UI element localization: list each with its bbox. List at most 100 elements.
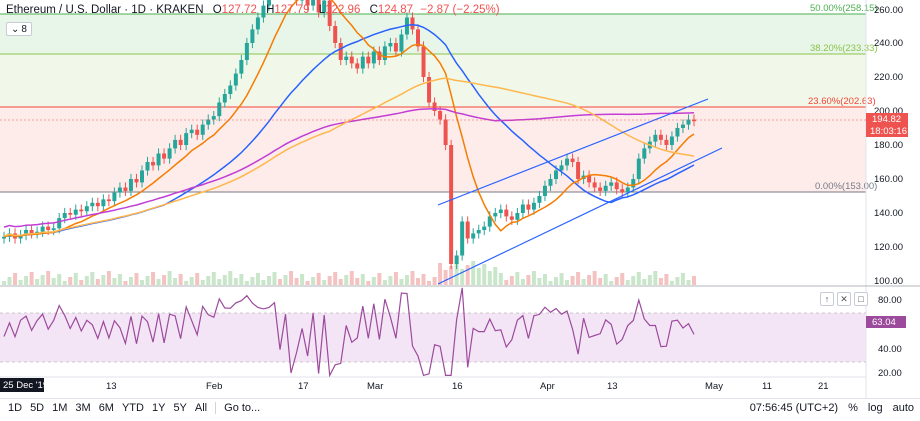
volume-bar — [526, 275, 531, 285]
auto-toggle[interactable]: auto — [892, 401, 914, 414]
timeframe-3m[interactable]: 3M — [75, 401, 91, 414]
timeframe-5d[interactable]: 5D — [30, 401, 45, 414]
last-price-tag — [866, 113, 908, 125]
volume-bar — [211, 272, 216, 285]
volume-bar — [636, 272, 641, 285]
volume-bar — [377, 273, 382, 285]
arrow-up-icon[interactable]: ↑ — [820, 292, 834, 306]
timeframe-5y[interactable]: 5Y — [173, 401, 187, 414]
sma-tan-line — [3, 77, 695, 237]
channel-upper-line[interactable] — [437, 98, 709, 206]
interval[interactable]: 1D — [131, 4, 146, 16]
volume-bar — [101, 275, 106, 285]
timeframe-1m[interactable]: 1M — [52, 401, 68, 414]
candle-body — [438, 111, 443, 120]
timeframe-1y[interactable]: 1Y — [151, 401, 166, 414]
candle-body — [410, 17, 415, 30]
candle-body — [664, 139, 669, 145]
volume-bar — [421, 274, 426, 285]
volume-bar — [393, 272, 398, 285]
candle-body — [117, 187, 122, 193]
volume-bar — [117, 274, 122, 285]
price-axis-label: 260.00 — [874, 5, 903, 16]
goto-button[interactable]: Go to... — [224, 401, 261, 414]
rsi-axis-label: 80.00 — [878, 295, 902, 306]
volume-bar — [471, 261, 476, 285]
high-label: H — [266, 4, 275, 16]
candle-body — [537, 196, 542, 203]
rsi-value-tag — [866, 316, 906, 328]
clock[interactable]: 07:56:45 (UTC+2) — [749, 401, 839, 414]
volume-bar — [333, 272, 338, 285]
volume-bar — [338, 279, 343, 285]
volume-bar — [173, 278, 178, 285]
volume-bar — [576, 272, 581, 285]
volume-bar — [18, 280, 23, 285]
time-axis-label: Apr — [540, 381, 555, 392]
candle-body — [587, 175, 592, 183]
volume-bar — [438, 263, 443, 285]
volume-bar — [184, 281, 189, 285]
volume-bar — [140, 280, 144, 285]
channel-lower-line[interactable] — [437, 147, 723, 285]
candle-body — [338, 43, 343, 60]
candle-body — [156, 153, 161, 166]
volume-bar — [504, 280, 509, 285]
close-icon[interactable]: ✕ — [837, 292, 851, 306]
candle-body — [576, 162, 581, 179]
candle-body — [427, 77, 432, 103]
maximize-icon[interactable]: □ — [854, 292, 868, 306]
volume-bar — [255, 273, 260, 285]
indicators-toggle[interactable]: ⌄ 8 — [6, 22, 32, 36]
candle-body — [360, 56, 365, 69]
change-value: −2.87 (−2.25%) — [420, 4, 500, 16]
volume-bar — [29, 272, 34, 285]
close-value: 124.87 — [377, 4, 414, 16]
volume-bar — [322, 280, 327, 285]
symbol-name[interactable]: Ethereum / U.S. Dollar — [6, 4, 122, 16]
log-toggle[interactable]: log — [867, 401, 883, 414]
candle-body — [465, 221, 470, 239]
volume-bar — [84, 276, 89, 285]
volume-bar — [217, 279, 222, 285]
candle-body — [460, 221, 465, 256]
timeframe-1d[interactable]: 1D — [8, 401, 23, 414]
candle-body — [526, 204, 531, 210]
fib-zone-23-0 — [0, 107, 866, 192]
price-axis-label: 220.00 — [874, 72, 903, 83]
volume-bar — [46, 271, 51, 285]
volume-bar — [51, 278, 56, 285]
candle-body — [620, 189, 625, 193]
timeframe-all[interactable]: All — [194, 401, 208, 414]
volume-bar — [686, 280, 691, 285]
time-axis-label: Feb — [206, 381, 222, 392]
timeframe-6m[interactable]: 6M — [98, 401, 114, 414]
volume-bar — [537, 278, 542, 285]
candle-body — [531, 202, 536, 210]
time-axis-label: 13 — [607, 381, 618, 392]
candle-body — [382, 46, 387, 60]
volume-bar — [2, 281, 6, 285]
time-axis-label: 11 — [762, 381, 772, 392]
price-axis-label: 240.00 — [874, 38, 903, 49]
candle-body — [18, 235, 23, 239]
volume-bar — [40, 275, 45, 285]
timeframe-ytd[interactable]: YTD — [121, 401, 144, 414]
volume-bar — [680, 273, 685, 285]
candle-body — [134, 179, 139, 183]
volume-bar — [482, 264, 487, 285]
candle-body — [333, 26, 338, 43]
candle-body — [631, 179, 636, 188]
toolbar-right: 07:56:45 (UTC+2) % log auto — [750, 402, 914, 414]
candle-body — [493, 213, 498, 217]
time-axis-label: Mar — [367, 381, 383, 392]
last-price-value: 194.82 — [872, 114, 901, 125]
price-axis-label: 100.00 — [874, 276, 903, 287]
candle-body — [449, 145, 454, 264]
volume-bar — [200, 280, 205, 285]
volume-bar — [311, 277, 316, 285]
candle-body — [189, 129, 194, 134]
percent-toggle[interactable]: % — [848, 401, 858, 414]
